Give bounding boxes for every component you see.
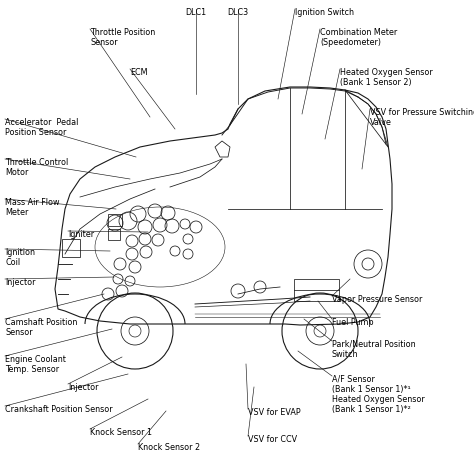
Text: VSV for CCV: VSV for CCV bbox=[248, 434, 297, 443]
Text: Park/Neutral Position
Switch: Park/Neutral Position Switch bbox=[332, 339, 416, 358]
Text: Mass Air Flow
Meter: Mass Air Flow Meter bbox=[5, 197, 60, 217]
Bar bbox=[62, 239, 80, 258]
Text: A/F Sensor
(Bank 1 Sensor 1)*¹
Heated Oxygen Sensor
(Bank 1 Sensor 1)*²: A/F Sensor (Bank 1 Sensor 1)*¹ Heated Ox… bbox=[332, 374, 425, 413]
Bar bbox=[108, 229, 120, 241]
Text: Combination Meter
(Speedometer): Combination Meter (Speedometer) bbox=[320, 28, 397, 47]
Text: Vapor Pressure Sensor: Vapor Pressure Sensor bbox=[332, 294, 422, 303]
Text: Heated Oxygen Sensor
(Bank 1 Sensor 2): Heated Oxygen Sensor (Bank 1 Sensor 2) bbox=[340, 68, 433, 87]
Text: Throttle Position
Sensor: Throttle Position Sensor bbox=[90, 28, 155, 47]
Text: Throttle Control
Motor: Throttle Control Motor bbox=[5, 157, 68, 177]
Text: Accelerator  Pedal
Position Sensor: Accelerator Pedal Position Sensor bbox=[5, 118, 78, 137]
Text: Knock Sensor 1: Knock Sensor 1 bbox=[90, 427, 152, 436]
Text: Igniter: Igniter bbox=[68, 229, 94, 238]
Bar bbox=[294, 279, 339, 301]
Text: Fuel Pump: Fuel Pump bbox=[332, 317, 374, 326]
Text: VSV for EVAP: VSV for EVAP bbox=[248, 407, 301, 416]
Text: Camshaft Position
Sensor: Camshaft Position Sensor bbox=[5, 317, 77, 336]
Text: Crankshaft Position Sensor: Crankshaft Position Sensor bbox=[5, 404, 113, 413]
Text: DLC1: DLC1 bbox=[185, 8, 207, 17]
Text: Ignition Switch: Ignition Switch bbox=[295, 8, 354, 17]
Text: Injector: Injector bbox=[68, 382, 99, 391]
Bar bbox=[108, 214, 122, 227]
Text: Knock Sensor 2: Knock Sensor 2 bbox=[138, 442, 200, 451]
Text: Engine Coolant
Temp. Sensor: Engine Coolant Temp. Sensor bbox=[5, 354, 66, 373]
Text: VSV for Pressure Switching
Valve: VSV for Pressure Switching Valve bbox=[370, 108, 474, 127]
Text: Ignition
Coil: Ignition Coil bbox=[5, 248, 35, 267]
Text: Injector: Injector bbox=[5, 278, 36, 286]
Text: DLC3: DLC3 bbox=[228, 8, 248, 17]
Text: ECM: ECM bbox=[130, 68, 147, 77]
